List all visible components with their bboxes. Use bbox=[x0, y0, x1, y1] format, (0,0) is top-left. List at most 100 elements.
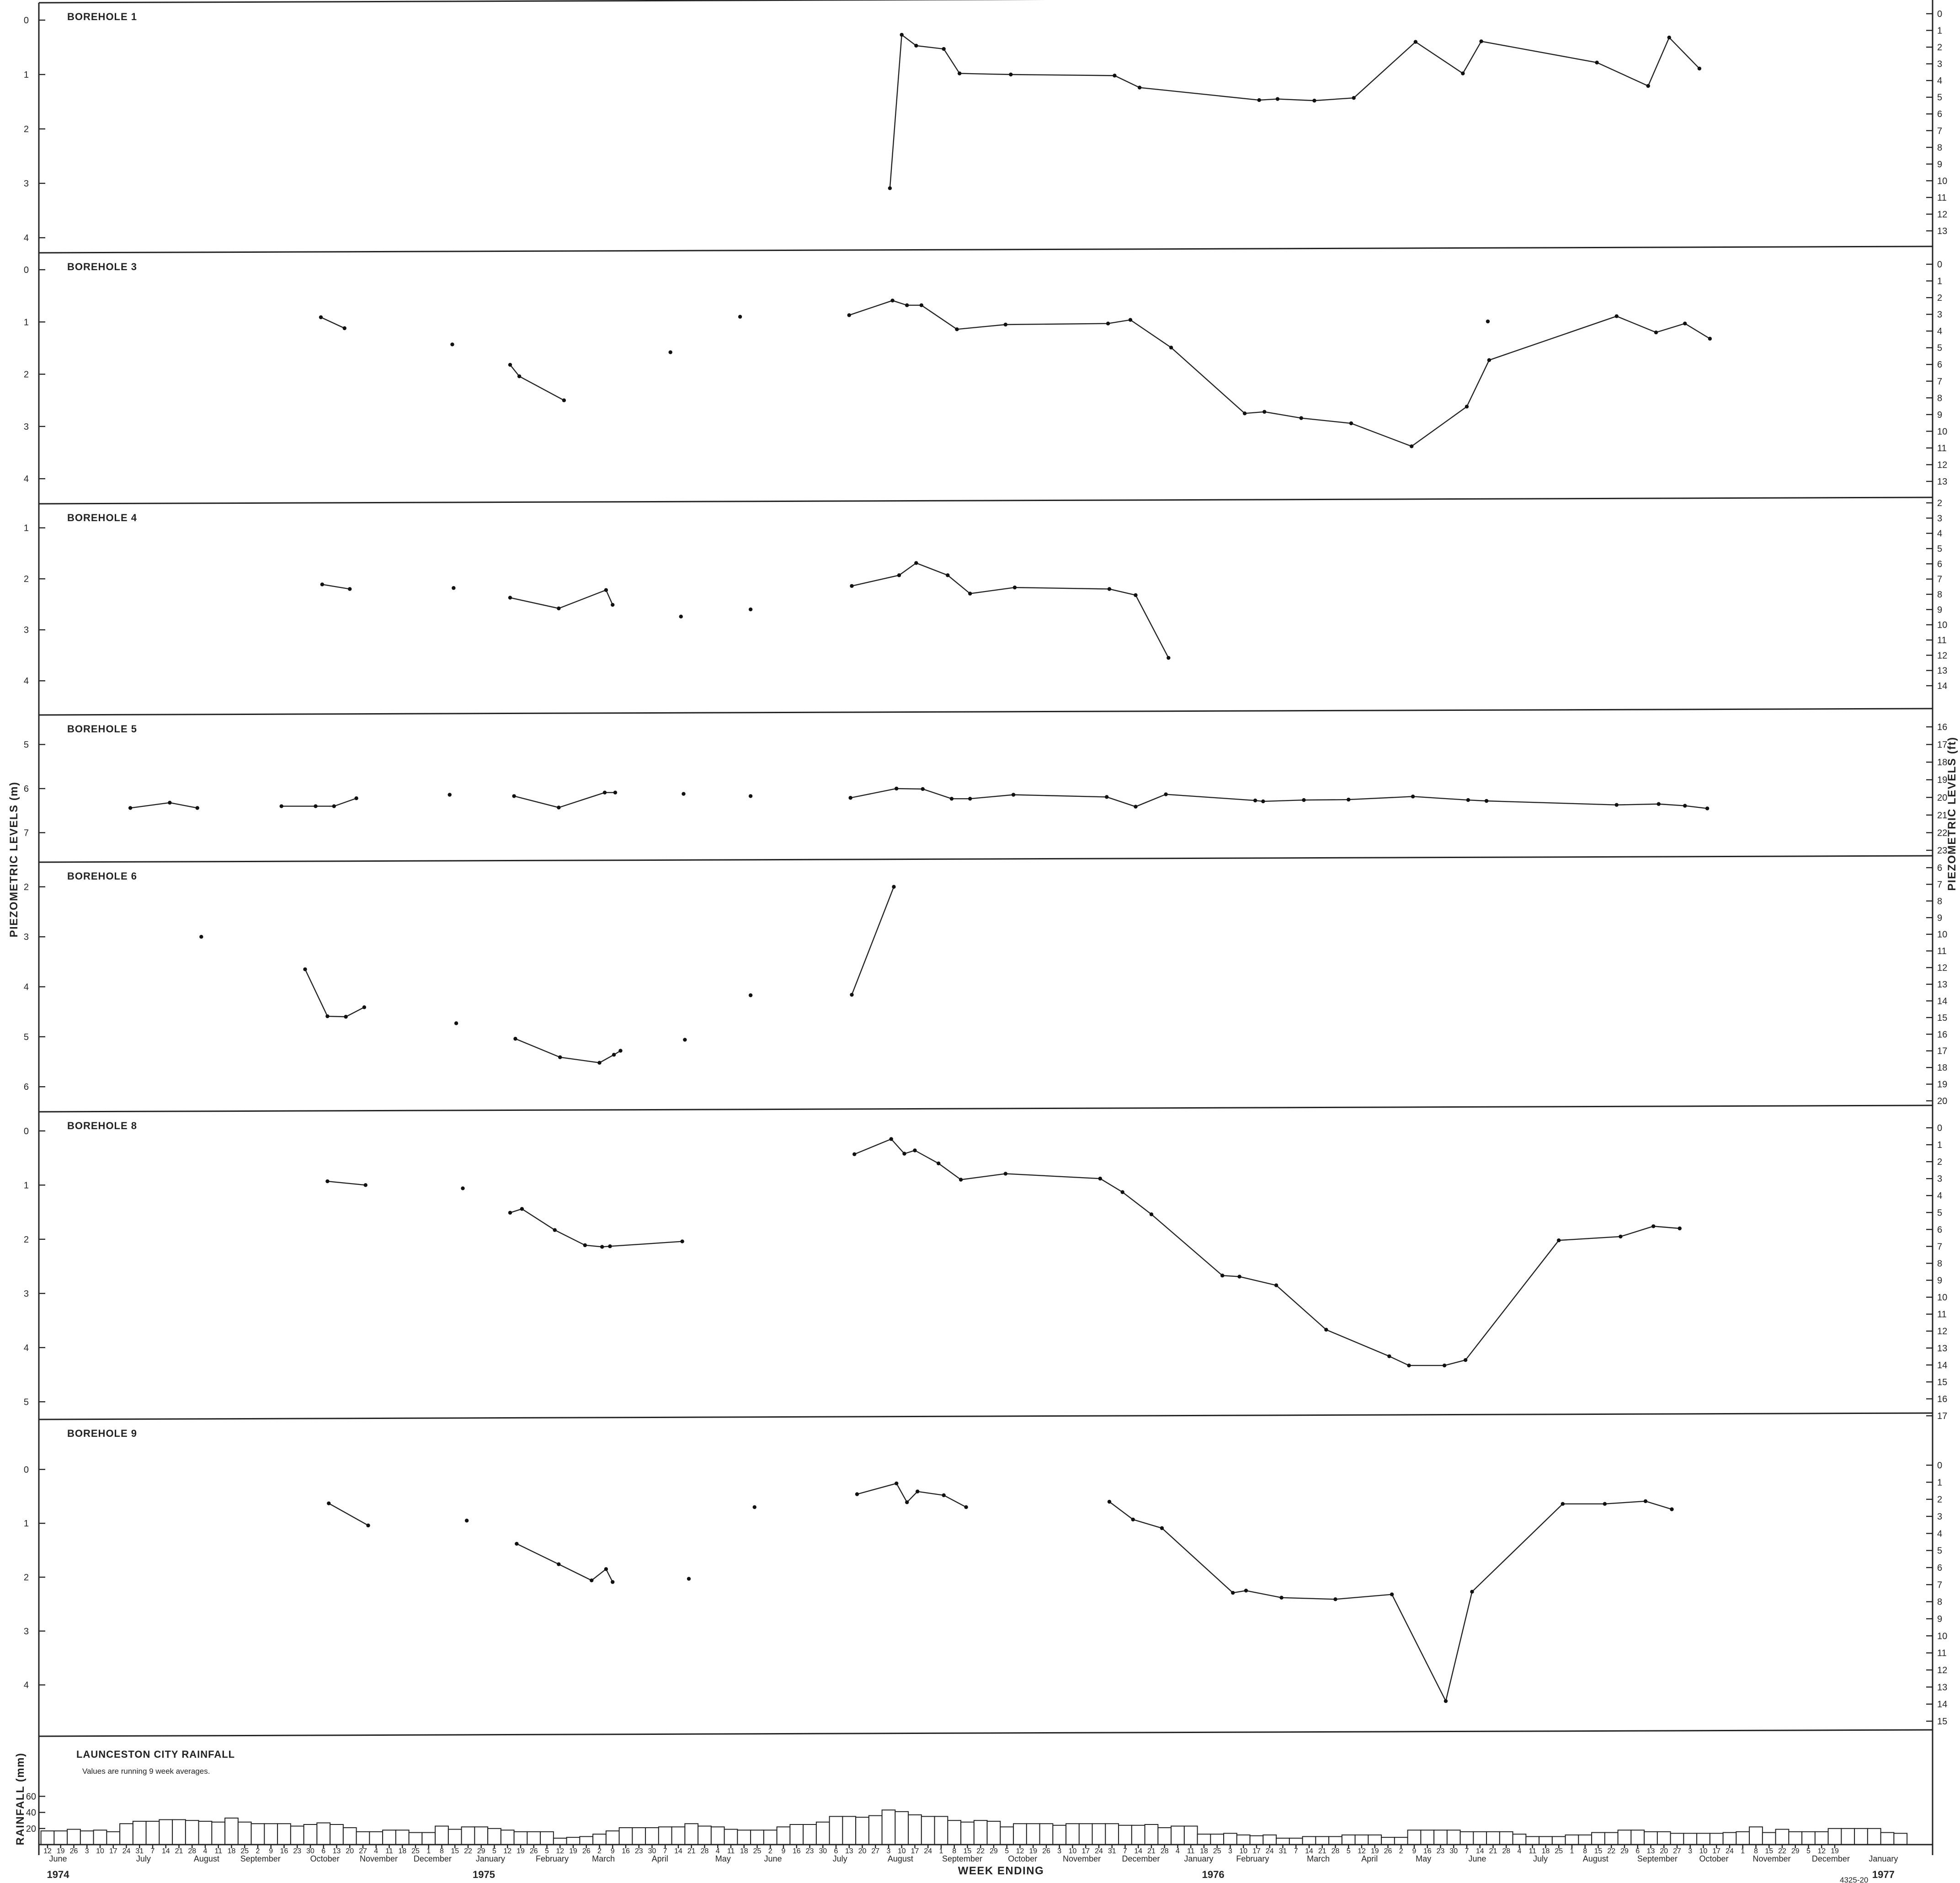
week-label: 8 bbox=[1754, 1847, 1758, 1855]
data-point bbox=[913, 1148, 917, 1152]
data-point bbox=[611, 1580, 615, 1584]
week-label: 4 bbox=[203, 1847, 208, 1855]
data-point bbox=[1390, 1592, 1394, 1596]
right-axis-title: PIEZOMETRIC LEVELS (ft) bbox=[1946, 736, 1958, 891]
rainfall-bar bbox=[172, 1819, 186, 1845]
y-tick-label-right: 3 bbox=[1937, 1174, 1942, 1184]
y-tick-label-right: 1 bbox=[1937, 1140, 1942, 1150]
y-tick-label-right: 17 bbox=[1937, 740, 1947, 750]
data-point bbox=[1134, 593, 1138, 597]
data-point bbox=[902, 1152, 906, 1156]
week-label: 26 bbox=[1384, 1847, 1392, 1855]
series-line bbox=[1109, 1500, 1672, 1703]
rainfall-bar bbox=[513, 1831, 528, 1846]
y-tick-label-right: 6 bbox=[1937, 559, 1942, 569]
week-label: 9 bbox=[782, 1847, 786, 1855]
y-tick-label-left: 1 bbox=[24, 317, 29, 327]
rainfall-bar bbox=[1407, 1830, 1422, 1846]
rainfall-bar bbox=[829, 1816, 843, 1845]
week-label: 17 bbox=[1712, 1847, 1720, 1855]
data-point bbox=[942, 1493, 946, 1498]
y-tick-label-right: 4 bbox=[1937, 326, 1942, 336]
week-label: 25 bbox=[753, 1847, 762, 1855]
data-point bbox=[687, 1577, 691, 1581]
rainfall-title: LAUNCESTON CITY RAINFALL bbox=[76, 1749, 235, 1760]
y-tick-label-left: 5 bbox=[24, 1032, 29, 1042]
week-label: 1 bbox=[426, 1847, 431, 1855]
data-point bbox=[557, 805, 561, 810]
week-label: 19 bbox=[569, 1847, 577, 1855]
data-point bbox=[1242, 411, 1247, 416]
week-label: 22 bbox=[1778, 1847, 1786, 1855]
data-point bbox=[959, 1178, 963, 1182]
data-point bbox=[890, 299, 895, 303]
borehole-panel: BOREHOLE 6 2 3 4 5 6 6 7 8 9 10 11 12 13 14 15 16 17 18 19 2… bbox=[24, 863, 1947, 1106]
y-tick-label-right: 13 bbox=[1937, 980, 1947, 990]
week-label: 18 bbox=[1200, 1847, 1208, 1855]
rainfall-bar bbox=[1328, 1836, 1342, 1845]
rainfall-bar bbox=[1630, 1830, 1645, 1846]
data-point bbox=[895, 1481, 899, 1486]
rainfall-axis-title: RAINFALL (mm) bbox=[14, 1752, 27, 1845]
rain-tick-label: 40 bbox=[26, 1808, 36, 1818]
week-label: 3 bbox=[1688, 1847, 1692, 1855]
y-tick-label-left: 0 bbox=[24, 265, 29, 275]
data-point bbox=[1487, 358, 1491, 362]
week-label: 29 bbox=[1791, 1847, 1800, 1855]
week-label: 4 bbox=[716, 1847, 720, 1855]
rainfall-bar bbox=[1354, 1834, 1369, 1845]
month-label: December bbox=[1122, 1854, 1160, 1863]
rainfall-bar bbox=[382, 1830, 396, 1846]
y-tick-label-right: 11 bbox=[1937, 1648, 1947, 1659]
y-tick-label-right: 10 bbox=[1937, 1293, 1947, 1303]
data-point bbox=[900, 32, 904, 37]
week-label: 17 bbox=[1252, 1847, 1261, 1855]
data-point bbox=[454, 1021, 458, 1025]
week-label: 29 bbox=[990, 1847, 998, 1855]
y-tick-label-left: 2 bbox=[24, 1573, 29, 1583]
y-tick-label-right: 3 bbox=[1937, 59, 1942, 69]
data-point bbox=[1603, 1502, 1607, 1506]
week-label: 7 bbox=[663, 1847, 667, 1855]
data-point bbox=[905, 303, 909, 307]
data-point bbox=[850, 584, 854, 588]
week-label: 2 bbox=[768, 1847, 772, 1855]
rainfall-bar bbox=[474, 1826, 489, 1846]
week-label: 15 bbox=[1594, 1847, 1603, 1855]
year-label: 1976 bbox=[1202, 1869, 1225, 1880]
week-label: 13 bbox=[845, 1847, 853, 1855]
data-point bbox=[461, 1186, 465, 1190]
data-point bbox=[1646, 84, 1650, 88]
rainfall-bar bbox=[369, 1831, 383, 1846]
rainfall-bar bbox=[1749, 1826, 1763, 1846]
week-label: 24 bbox=[1726, 1847, 1734, 1855]
data-point bbox=[895, 786, 899, 791]
year-label: 1977 bbox=[1872, 1869, 1895, 1880]
month-label: November bbox=[1752, 1854, 1790, 1863]
data-point bbox=[942, 47, 946, 51]
data-point bbox=[583, 1243, 587, 1248]
rainfall-bar bbox=[986, 1820, 1001, 1845]
month-label: June bbox=[49, 1854, 67, 1863]
week-label: 20 bbox=[1660, 1847, 1668, 1855]
rainfall-bar bbox=[1341, 1834, 1356, 1845]
data-point bbox=[1413, 40, 1418, 44]
week-label: 19 bbox=[57, 1847, 65, 1855]
rainfall-bar bbox=[1539, 1836, 1553, 1845]
week-label: 1 bbox=[1741, 1847, 1745, 1855]
data-point bbox=[597, 1061, 602, 1065]
rainfall-bar bbox=[527, 1831, 541, 1846]
data-point bbox=[515, 1542, 519, 1546]
week-label: 15 bbox=[964, 1847, 972, 1855]
series-line bbox=[510, 1208, 682, 1248]
data-point bbox=[1262, 410, 1267, 414]
data-point bbox=[748, 607, 753, 612]
week-label: 23 bbox=[1437, 1847, 1445, 1855]
week-label: 16 bbox=[622, 1847, 630, 1855]
y-tick-label-right: 9 bbox=[1937, 1614, 1942, 1624]
rainfall-bar bbox=[1302, 1836, 1316, 1845]
data-point bbox=[964, 1505, 968, 1509]
week-label: 29 bbox=[1620, 1847, 1629, 1855]
week-label: 6 bbox=[1635, 1847, 1640, 1855]
rainfall-bar bbox=[1656, 1831, 1671, 1846]
